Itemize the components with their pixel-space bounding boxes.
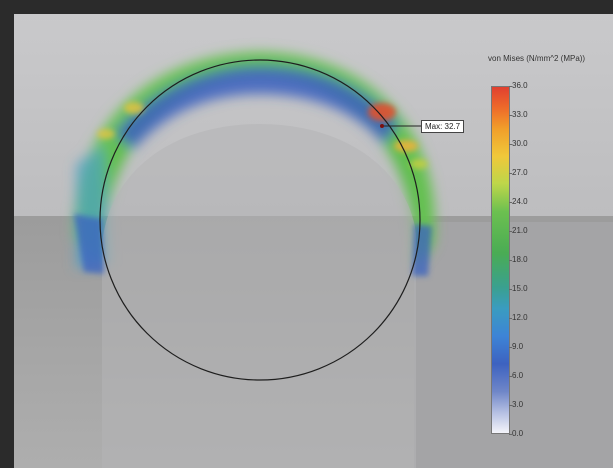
max-probe-label[interactable]: Max: 32.7 [421,120,465,133]
legend-tick: 33.0 [509,110,528,119]
model-viewport[interactable]: Max: 32.7 von Mises (N/mm^2 (MPa)) 36.0 … [14,14,613,468]
stress-plot-scene[interactable] [14,14,613,468]
legend-color-bar [491,86,510,434]
edge-strips [74,214,432,276]
legend-tick: 24.0 [509,197,528,206]
legend-tick: 30.0 [509,139,528,148]
legend-tick: 6.0 [508,371,524,380]
probe-point[interactable] [380,124,384,128]
legend-tick: 0.0 [508,429,524,438]
legend-tick: 27.0 [509,168,528,177]
legend-title: von Mises (N/mm^2 (MPa)) [488,54,586,63]
legend-ticks: 36.0 33.0 30.0 27.0 24.0 21.0 18.0 15.0 … [508,82,552,438]
legend-tick: 12.0 [509,313,528,322]
background-lower-right [414,222,613,468]
hole-interior [102,124,416,468]
legend-tick: 18.0 [509,255,528,264]
legend-tick: 3.0 [508,400,524,409]
legend-tick: 15.0 [509,284,528,293]
hole-outline [99,59,421,381]
legend-tick: 9.0 [508,342,524,351]
legend-tick: 21.0 [509,226,528,235]
legend-tick: 36.0 [509,81,528,90]
